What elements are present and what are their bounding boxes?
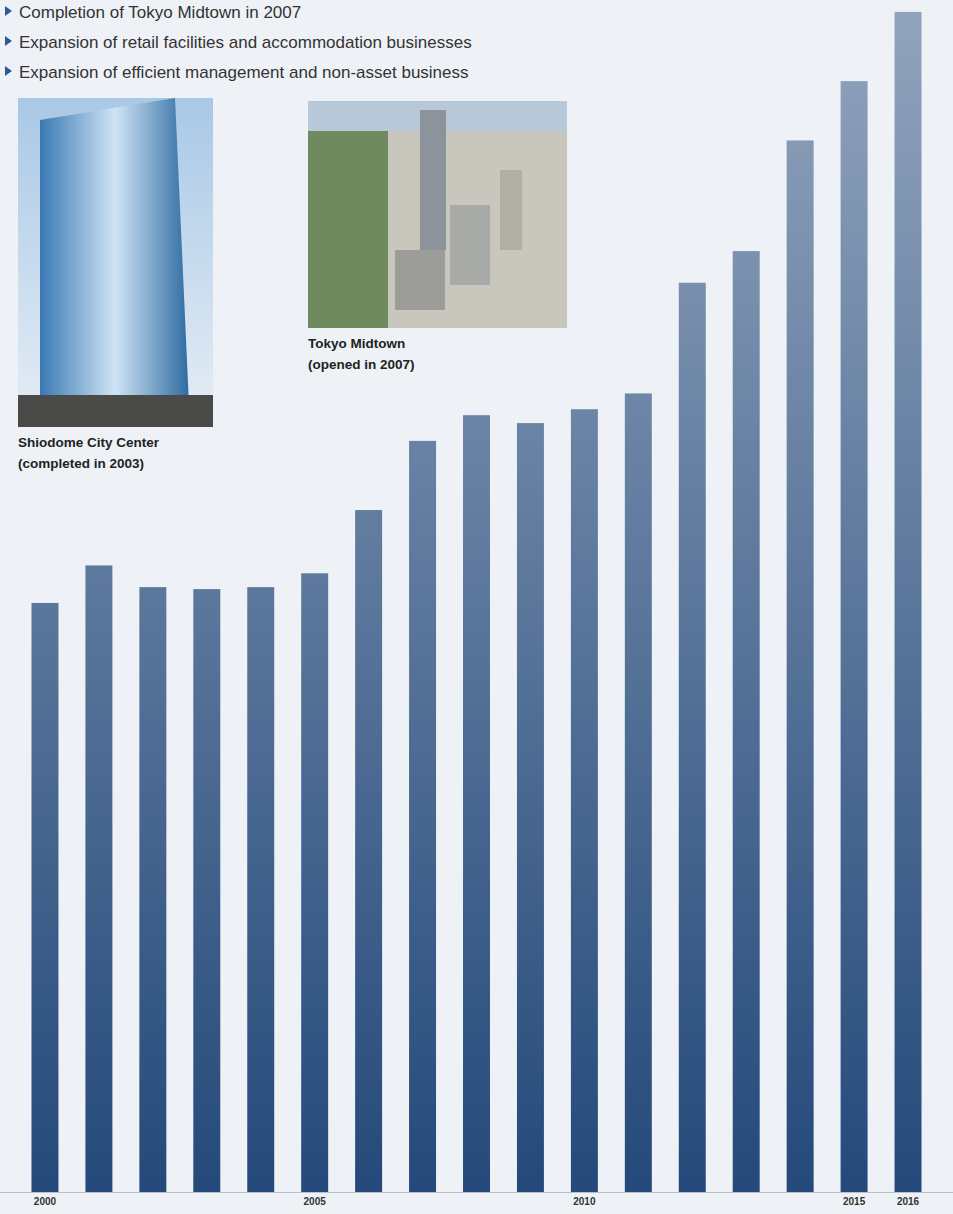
bar: [895, 12, 922, 1192]
bullet-marker: [5, 66, 12, 76]
bar: [517, 423, 544, 1192]
photo-caption: Shiodome City Center: [18, 435, 160, 450]
bar: [841, 81, 868, 1192]
x-tick-label: 2015: [843, 1196, 866, 1207]
x-tick-label: 2005: [304, 1196, 327, 1207]
photo-frame: [18, 98, 213, 427]
photo-building: [395, 250, 445, 310]
photo-caption: (completed in 2003): [18, 456, 144, 471]
photo-building: [40, 98, 190, 427]
x-tick-label: 2010: [573, 1196, 596, 1207]
bar: [409, 441, 436, 1192]
bar: [301, 573, 328, 1192]
chart-canvas: Completion of Tokyo Midtown in 2007 Expan…: [0, 0, 953, 1214]
bar: [85, 565, 112, 1192]
bar: [139, 587, 166, 1192]
photo-shiodome: [18, 98, 213, 427]
photo-caption: Tokyo Midtown: [308, 336, 405, 351]
bars: [31, 12, 921, 1192]
photo-building: [500, 170, 522, 250]
photo-building: [420, 110, 446, 250]
photo-building: [450, 205, 490, 285]
bar: [355, 510, 382, 1192]
x-tick-label: 2000: [34, 1196, 57, 1207]
bar: [31, 603, 58, 1192]
x-tick-label: 2016: [897, 1196, 920, 1207]
bar: [733, 251, 760, 1192]
bar: [247, 587, 274, 1192]
bullet-marker: [5, 36, 12, 46]
bullet-text: Expansion of retail facilities and accom…: [19, 33, 472, 52]
photo-park: [308, 131, 388, 328]
bullet-text: Expansion of efficient management and no…: [19, 63, 469, 82]
bar: [571, 409, 598, 1192]
bullet-marker: [5, 6, 12, 16]
photo-midtown: [308, 101, 567, 328]
bar: [679, 283, 706, 1192]
photo-frame: [308, 101, 567, 328]
photo-street: [18, 395, 213, 427]
bar: [193, 589, 220, 1192]
bar: [787, 140, 814, 1192]
bullet-text: Completion of Tokyo Midtown in 2007: [19, 3, 301, 22]
photo-caption: (opened in 2007): [308, 357, 415, 372]
x-axis-line: [0, 1192, 953, 1193]
background: [0, 0, 953, 1214]
bar: [463, 415, 490, 1192]
bar: [625, 393, 652, 1192]
